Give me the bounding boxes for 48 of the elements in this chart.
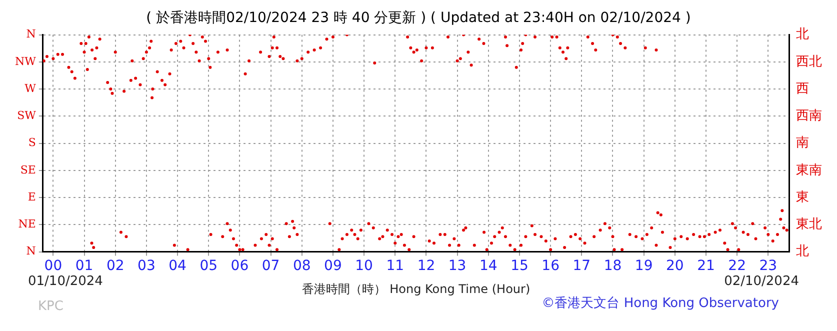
x-axis-title: 香港時間（時） Hong Kong Time (Hour) <box>302 282 530 296</box>
chart-title: ( 於香港時間02/10/2024 23 時 40 分更新 ) ( Updated at 23:40H on 02/10/2024 ) <box>146 10 691 26</box>
category-label: N <box>26 28 36 41</box>
category-label: 北 <box>796 244 809 260</box>
x-tick-label: 21 <box>697 258 715 274</box>
category-label: 西北 <box>796 54 822 70</box>
text: KPC <box>38 299 64 314</box>
x-tick-label: 03 <box>138 258 156 274</box>
category-label: 東 <box>796 190 809 205</box>
category-label: 東南 <box>796 162 822 178</box>
text: 01/10/2024 <box>28 274 103 290</box>
text: ©香港天文台 Hong Kong Observatory <box>542 296 780 312</box>
x-tick-label: 05 <box>200 258 218 274</box>
x-tick-label: 17 <box>572 258 591 274</box>
x-tick-label: 13 <box>448 258 466 274</box>
x-tick-label: 09 <box>324 258 342 274</box>
x-tick-label: 11 <box>386 258 404 274</box>
category-label: 東北 <box>796 217 822 232</box>
x-tick-label: 20 <box>666 258 684 274</box>
x-tick-label: 08 <box>292 258 311 274</box>
category-label: SE <box>20 163 36 176</box>
x-tick-label: 15 <box>510 258 528 274</box>
x-tick-label: 10 <box>355 258 373 274</box>
x-tick-label: 16 <box>542 258 560 274</box>
category-label: S <box>28 136 36 150</box>
category-label: N <box>26 244 36 258</box>
x-tick-label: 18 <box>604 258 622 274</box>
x-tick-label: 23 <box>759 258 778 274</box>
x-tick-label: 14 <box>479 258 498 274</box>
x-tick-label: 12 <box>417 258 436 274</box>
category-label: 北 <box>796 27 809 42</box>
category-label: 西南 <box>796 108 822 124</box>
category-label: SW <box>17 109 36 122</box>
x-tick-label: 19 <box>634 258 653 274</box>
category-label: NE <box>18 218 36 231</box>
x-tick-label: 22 <box>728 258 746 274</box>
category-label: E <box>28 190 36 204</box>
x-tick-label: 04 <box>168 258 187 274</box>
category-label: 南 <box>796 136 809 151</box>
x-tick-label: 01 <box>75 258 94 274</box>
x-tick-label: 07 <box>262 258 280 274</box>
x-tick-label: 02 <box>106 258 124 274</box>
x-tick-label: 00 <box>44 258 62 274</box>
category-label: 西 <box>796 81 809 96</box>
category-label: W <box>24 82 36 95</box>
text: 02/10/2024 <box>724 274 799 290</box>
x-tick-label: 06 <box>230 258 249 274</box>
category-label: NW <box>14 54 36 68</box>
